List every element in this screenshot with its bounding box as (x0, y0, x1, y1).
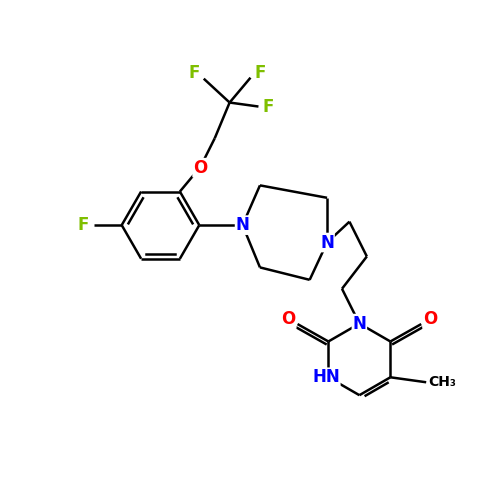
Text: O: O (193, 158, 208, 176)
Text: F: F (262, 98, 274, 116)
Text: O: O (282, 310, 296, 328)
Text: F: F (188, 64, 200, 82)
Text: F: F (78, 216, 89, 234)
Text: CH₃: CH₃ (428, 376, 456, 390)
Text: N: N (236, 216, 250, 234)
Text: N: N (352, 314, 366, 332)
Text: F: F (255, 64, 266, 82)
Text: HN: HN (312, 368, 340, 386)
Text: O: O (423, 310, 438, 328)
Text: N: N (320, 234, 334, 252)
